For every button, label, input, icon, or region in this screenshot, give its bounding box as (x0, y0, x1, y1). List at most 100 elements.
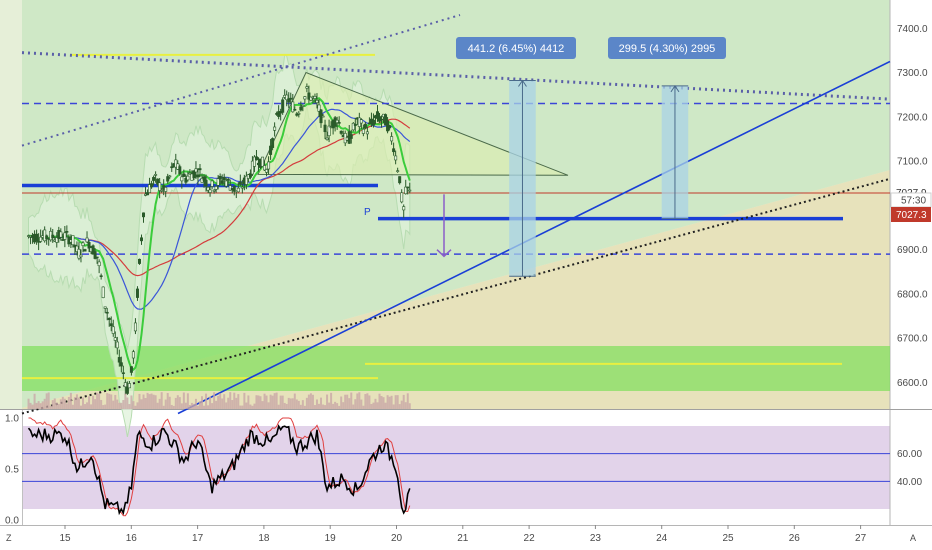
volume-bar (192, 403, 195, 409)
candle-body (77, 248, 81, 259)
candle-body (87, 242, 91, 249)
candle-body (127, 383, 131, 389)
volume-bar (247, 395, 250, 409)
volume-bar (77, 397, 80, 409)
candle-body (79, 254, 83, 258)
candle-body (224, 180, 228, 187)
volume-bar (201, 396, 204, 409)
volume-bar (61, 396, 64, 409)
volume-bar (138, 393, 141, 409)
volume-bar (293, 393, 296, 409)
volume-bar (168, 396, 171, 409)
volume-bar (213, 392, 216, 409)
candle-body (365, 131, 369, 135)
candle-body (55, 237, 59, 243)
candle-body (289, 97, 293, 100)
volume-bar (372, 402, 375, 409)
volume-bar (188, 405, 191, 409)
volume-bar (71, 404, 74, 409)
volume-bar (279, 395, 282, 409)
volume-bar (313, 405, 316, 409)
volume-bar (130, 395, 133, 409)
candle-body (228, 185, 232, 191)
volume-bar (49, 405, 52, 409)
volume-bar (362, 405, 365, 409)
volume-bar (96, 392, 99, 409)
volume-bar (376, 402, 379, 409)
candle-body (180, 176, 184, 182)
candle-body (178, 166, 182, 175)
volume-bar (404, 402, 407, 409)
volume-bar (65, 403, 68, 409)
volume-bar (348, 398, 351, 409)
volume-bar (79, 405, 82, 409)
candle-body (351, 123, 355, 131)
volume-bar (356, 393, 359, 409)
volume-bar (35, 402, 38, 409)
candle-body (119, 362, 123, 367)
candle-body (63, 232, 67, 240)
volume-bar (180, 403, 183, 409)
volume-bar (150, 393, 153, 409)
candle-body (109, 323, 113, 327)
candle-body (146, 192, 150, 196)
candle-body (248, 173, 252, 178)
volume-bar (118, 402, 121, 409)
candle-body (194, 168, 198, 173)
volume-bar (366, 393, 369, 409)
candle-body (101, 286, 105, 298)
volume-bar (408, 403, 411, 409)
candle-body (238, 181, 242, 185)
volume-bar (336, 403, 339, 409)
candle-body (182, 173, 186, 177)
candle-body (129, 366, 133, 373)
volume-bar (81, 397, 84, 409)
time-tick-label: 23 (590, 533, 602, 544)
volume-bar (317, 403, 320, 409)
time-tick-label: 26 (789, 533, 801, 544)
candle-body (222, 177, 226, 181)
volume-bar (263, 393, 266, 409)
volume-bar (120, 402, 123, 409)
volume-bar (301, 400, 304, 409)
candle-body (148, 184, 152, 193)
candle-body (125, 386, 129, 394)
candle-body (113, 337, 117, 341)
candle-body (297, 112, 301, 115)
candle-body (299, 106, 303, 111)
volume-bar (344, 394, 347, 409)
volume-bar (104, 404, 107, 409)
candle-body (303, 96, 307, 100)
volume-bar (253, 403, 256, 409)
candle-body (317, 104, 321, 112)
candle-body (184, 178, 188, 183)
volume-bar (303, 405, 306, 409)
candle-body (337, 122, 341, 124)
candle-body (156, 178, 160, 185)
candle-body (232, 185, 236, 192)
volume-bar (146, 392, 149, 409)
volume-bar (75, 394, 78, 409)
volume-bar (108, 393, 111, 409)
volume-bar (106, 393, 109, 409)
volume-bar (291, 398, 294, 409)
volume-bar (305, 397, 308, 409)
candle-body (388, 125, 392, 129)
volume-bar (33, 393, 36, 409)
candle-body (139, 237, 143, 242)
candle-body (263, 165, 267, 171)
volume-bar (215, 400, 218, 409)
volume-bar (388, 396, 391, 409)
volume-bar (205, 393, 208, 409)
volume-bar (116, 399, 119, 409)
volume-bar (114, 394, 117, 409)
candle-body (404, 186, 408, 195)
volume-bar (86, 402, 89, 409)
rising-dotted-line-upper (21, 14, 461, 147)
candle-body (361, 128, 365, 134)
volume-bar (122, 400, 125, 409)
volume-bar (378, 393, 381, 409)
volume-bar (386, 395, 389, 409)
volume-bar (209, 396, 212, 409)
candle-body (186, 175, 190, 181)
